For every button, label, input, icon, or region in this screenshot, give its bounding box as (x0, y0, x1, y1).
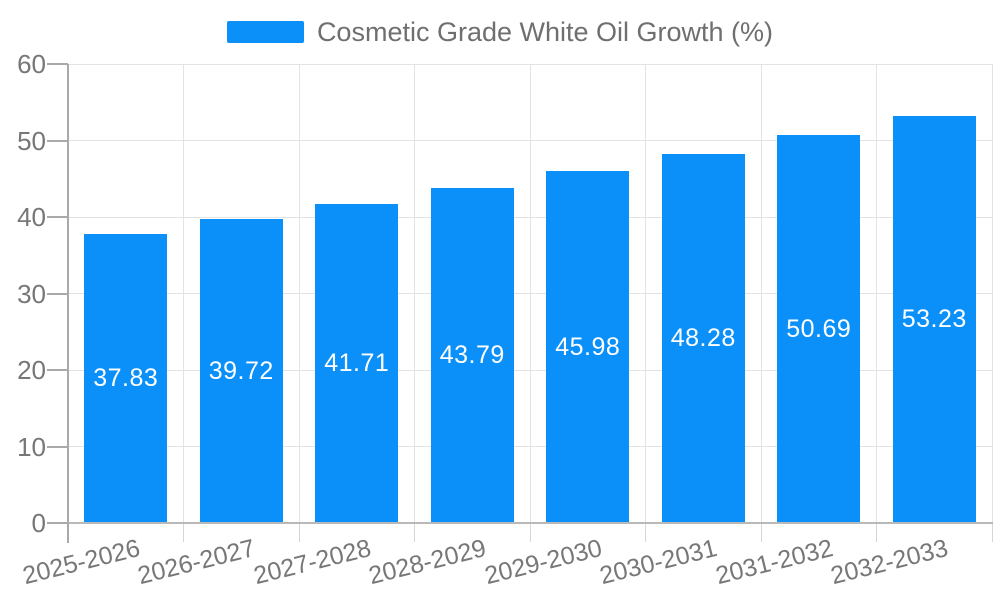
bar-value-label: 43.79 (439, 341, 505, 369)
y-axis-tick (47, 139, 68, 142)
x-axis-tick (414, 524, 415, 542)
bar: 50.69 (777, 135, 861, 523)
vertical-gridline (529, 64, 531, 523)
vertical-gridline (760, 64, 762, 523)
y-axis-line (67, 64, 69, 543)
vertical-gridline (645, 64, 646, 523)
bar-value-label: 39.72 (208, 356, 274, 385)
legend-label: Cosmetic Grade White Oil Growth (%) (316, 17, 774, 47)
x-axis-line (68, 522, 993, 524)
vertical-gridline (298, 64, 300, 523)
y-axis-tick (47, 369, 68, 371)
bar: 53.23 (892, 115, 976, 523)
vertical-gridline (991, 64, 993, 523)
y-axis-tick (47, 216, 68, 218)
plot-area: 37.83 39.72 41.71 43.79 45.98 48.28 50.69 53.23 (47, 63, 993, 543)
x-axis-tick (645, 524, 646, 542)
bar: 41.71 (315, 203, 399, 523)
bar-value-label: 53.23 (901, 304, 967, 333)
y-tick-label: 20 (17, 355, 46, 385)
legend-item[interactable]: Cosmetic Grade White Oil Growth (%) (0, 16, 1000, 48)
bar-value-label: 45.98 (555, 332, 621, 361)
x-axis-tick (529, 524, 531, 542)
y-tick-label: 40 (17, 202, 46, 232)
x-axis-tick (760, 524, 762, 542)
legend-swatch-icon (226, 21, 304, 43)
y-axis-tick (47, 63, 68, 65)
bar-value-label: 50.69 (786, 314, 852, 343)
y-axis-tick (47, 445, 68, 448)
y-tick-label: 10 (17, 431, 46, 462)
vertical-gridline (876, 64, 877, 523)
y-axis-tick (47, 292, 68, 295)
bar-value-label: 41.71 (324, 348, 390, 377)
x-axis-tick (876, 524, 877, 542)
bar: 45.98 (546, 171, 630, 523)
y-tick-label: 50 (17, 125, 46, 156)
bar-value-label: 48.28 (670, 323, 736, 352)
bar: 39.72 (199, 219, 283, 523)
y-tick-label: 30 (17, 278, 46, 309)
bar: 37.83 (84, 233, 168, 523)
bar: 43.79 (430, 188, 514, 523)
bar: 48.28 (661, 153, 745, 523)
x-axis-tick (298, 524, 300, 542)
y-axis-tick (47, 522, 68, 524)
x-axis-tick (991, 524, 993, 542)
y-tick-label: 0 (31, 508, 46, 538)
vertical-gridline (414, 64, 415, 523)
x-axis-tick (183, 524, 184, 542)
bar-value-label: 37.83 (93, 363, 159, 392)
y-tick-label: 60 (17, 49, 46, 79)
vertical-gridline (183, 64, 184, 523)
